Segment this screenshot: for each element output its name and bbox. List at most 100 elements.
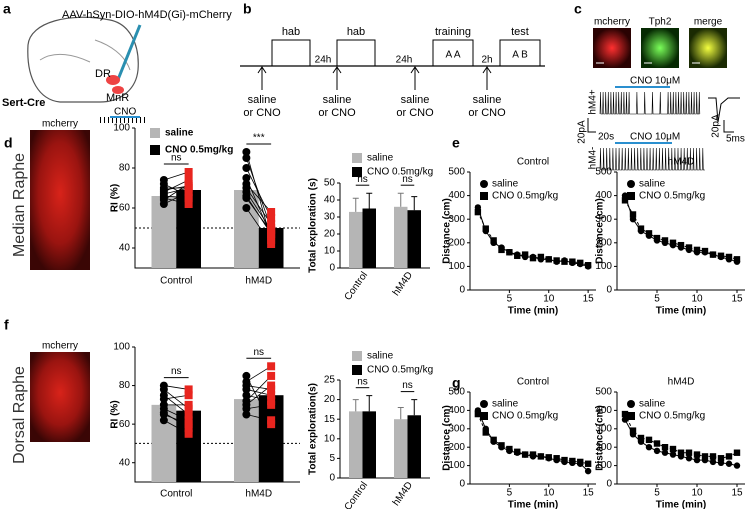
session-box (336, 39, 376, 67)
data-point (561, 258, 568, 265)
data-point (545, 256, 552, 263)
data-point (584, 467, 592, 475)
data-point (506, 445, 513, 453)
legend-marker (480, 412, 488, 420)
y-tick-label: 200 (448, 237, 465, 248)
legend-swatch (352, 153, 362, 163)
subject-line (246, 414, 272, 421)
subject-line (246, 191, 272, 231)
subject-point (184, 429, 193, 438)
subject-point (159, 186, 168, 194)
chart-title: Control (517, 377, 549, 388)
subject-line (246, 183, 272, 213)
significance-label: ns (253, 347, 264, 358)
significance-label: ns (402, 174, 413, 185)
y-tick-label: 300 (448, 214, 465, 225)
y-tick-label: 500 (448, 167, 465, 178)
legend-label: CNO 0.5mg/kg (367, 167, 433, 178)
data-point (733, 449, 741, 456)
data-point (490, 436, 497, 444)
legend-marker (480, 400, 488, 408)
x-tick-label: 15 (731, 488, 743, 499)
x-axis-label: Time (min) (656, 306, 706, 317)
y-axis-label: RI (%) (110, 400, 121, 428)
y-tick-label: 400 (448, 405, 465, 416)
data-point (529, 254, 537, 262)
data-point (725, 453, 733, 460)
data-point (717, 455, 725, 462)
y-tick-label: 10 (324, 246, 336, 257)
legend-label: CNO 0.5mg/kg (367, 365, 433, 376)
subject-point (242, 391, 251, 400)
y-axis-label: Distance (cm) (595, 198, 606, 264)
subject-point (242, 410, 251, 419)
y-tick-label: 25 (324, 375, 336, 386)
panel-letter: d (4, 135, 13, 151)
x-axis-label: Time (min) (508, 500, 558, 509)
y-tick-label: 400 (448, 190, 465, 201)
data-point (717, 252, 725, 259)
y-tick-label: 100 (448, 261, 465, 272)
x-tick-label: hM4D (245, 276, 272, 287)
subject-point (242, 164, 251, 172)
subject-point (267, 397, 276, 405)
y-axis-label: Distance (cm) (595, 405, 606, 471)
panel-letter: f (4, 317, 9, 333)
y-tick-label: 5 (329, 453, 335, 464)
micrograph (641, 28, 679, 68)
error-bar (352, 399, 359, 412)
drug-label: CNO 10μM (630, 132, 680, 143)
subject-line (163, 195, 189, 199)
data-point (725, 460, 733, 467)
y-tick-label: 30 (324, 212, 336, 223)
error-bar (366, 395, 373, 412)
data-point (529, 451, 537, 458)
object-label: A B (512, 50, 528, 61)
data-point (709, 453, 717, 460)
subject-point (159, 381, 168, 390)
data-point (482, 429, 489, 436)
y-axis-label: Distance (cm) (442, 405, 453, 471)
data-point (661, 449, 669, 456)
subject-point (184, 416, 193, 425)
data-point (701, 453, 709, 460)
y-tick-label: 10 (324, 433, 336, 444)
micrograph (689, 28, 727, 68)
stain-label: merge (694, 17, 723, 28)
subject-line (163, 412, 189, 429)
subject-line (163, 389, 189, 410)
subject-point (184, 192, 193, 200)
bar (234, 190, 259, 268)
subject-point (267, 362, 276, 371)
data-point (474, 208, 482, 216)
y-tick-label: 40 (324, 195, 336, 206)
cell-label: hM4+ (588, 89, 599, 114)
y-tick-label: 0 (459, 479, 465, 490)
scale-label: 20pA (711, 114, 722, 138)
data-point (669, 445, 677, 453)
y-tick-label: 0 (459, 285, 465, 296)
mouse-line: Sert-Cre (2, 97, 45, 109)
data-point (661, 444, 669, 451)
y-tick-label: 80 (119, 380, 131, 391)
legend-label: CNO 0.5mg/kg (492, 411, 558, 422)
legend-swatch (150, 128, 160, 138)
y-axis-label: Total exploration(s) (308, 383, 319, 475)
subject-line (245, 151, 272, 241)
injection-label: saline (401, 94, 430, 106)
micrograph (30, 352, 90, 442)
data-point (685, 449, 693, 456)
y-tick-label: 15 (324, 414, 336, 425)
data-point (645, 436, 653, 444)
subject-point (242, 180, 251, 188)
image-label: mcherry (42, 341, 78, 352)
subject-point (267, 420, 276, 429)
y-tick-label: 0 (606, 479, 612, 490)
data-point (629, 427, 637, 434)
x-tick-label: 10 (543, 488, 555, 499)
data-point (498, 246, 505, 254)
subject-point (242, 148, 251, 156)
data-point (521, 251, 529, 258)
trace (599, 91, 701, 115)
data-point (637, 225, 645, 232)
